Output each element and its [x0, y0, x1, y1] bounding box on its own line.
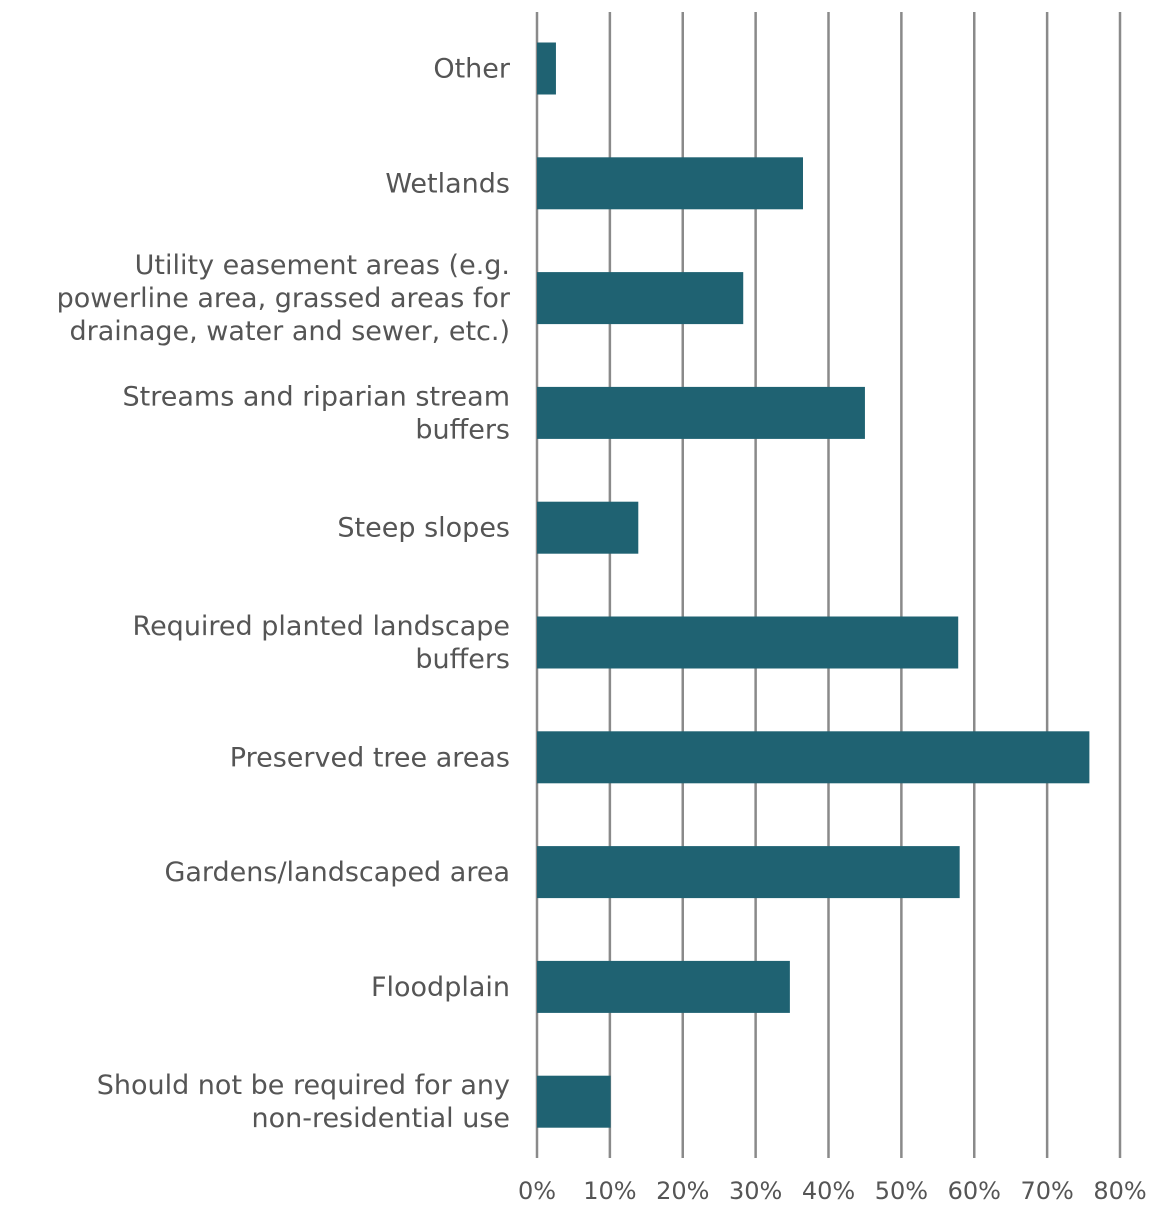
x-tick-label: 40%: [802, 1177, 855, 1205]
category-label-line: Steep slopes: [337, 513, 510, 544]
category-label-line: Preserved tree areas: [230, 742, 510, 773]
x-tick-label: 0%: [518, 1177, 556, 1205]
bars: [537, 42, 1090, 1128]
category-labels: Other Wetlands Utility easement areas (e.g…: [57, 54, 511, 1135]
category-label-line: powerline area, grassed areas for: [57, 283, 511, 314]
category-label-line: Utility easement areas (e.g.: [135, 250, 510, 281]
x-axis-tick-labels: 0% 10% 20% 30% 40% 50% 60% 70% 80%: [518, 1177, 1147, 1205]
x-tick-label: 10%: [583, 1177, 636, 1205]
bar: [537, 157, 803, 210]
category-label: Required planted landscape buffers: [133, 611, 510, 675]
category-label: Gardens/landscaped area: [164, 857, 510, 888]
category-label-line: Floodplain: [371, 972, 510, 1003]
category-label-line: buffers: [415, 644, 510, 675]
category-label-line: Required planted landscape: [133, 611, 510, 642]
category-label: Preserved tree areas: [230, 742, 510, 773]
bar: [537, 272, 744, 325]
bar: [537, 960, 790, 1013]
bar: [537, 1075, 611, 1128]
category-label: Wetlands: [385, 168, 510, 199]
x-tick-label: 50%: [875, 1177, 928, 1205]
x-tick-label: 60%: [948, 1177, 1001, 1205]
category-label: Other: [433, 54, 511, 85]
bar: [537, 42, 556, 95]
category-label-line: Other: [433, 54, 511, 85]
bar: [537, 386, 865, 439]
category-label-line: non-residential use: [251, 1103, 510, 1134]
category-label-line: Wetlands: [385, 168, 510, 199]
category-label-line: Gardens/landscaped area: [164, 857, 510, 888]
bar: [537, 501, 639, 554]
bar: [537, 731, 1090, 784]
category-label-line: buffers: [415, 414, 510, 445]
bar: [537, 616, 959, 669]
x-tick-label: 70%: [1020, 1177, 1073, 1205]
bar: [537, 846, 960, 899]
category-label-line: Streams and riparian stream: [123, 381, 510, 412]
category-label-line: Should not be required for any: [97, 1070, 510, 1101]
category-label: Utility easement areas (e.g. powerline ar…: [57, 250, 511, 347]
category-label-line: drainage, water and sewer, etc.): [69, 316, 510, 347]
x-tick-label: 30%: [729, 1177, 782, 1205]
category-label: Streams and riparian stream buffers: [123, 381, 510, 445]
category-label: Steep slopes: [337, 513, 510, 544]
x-tick-label: 80%: [1093, 1177, 1146, 1205]
category-label: Should not be required for any non-reside…: [97, 1070, 510, 1134]
category-label: Floodplain: [371, 972, 510, 1003]
x-tick-label: 20%: [656, 1177, 709, 1205]
